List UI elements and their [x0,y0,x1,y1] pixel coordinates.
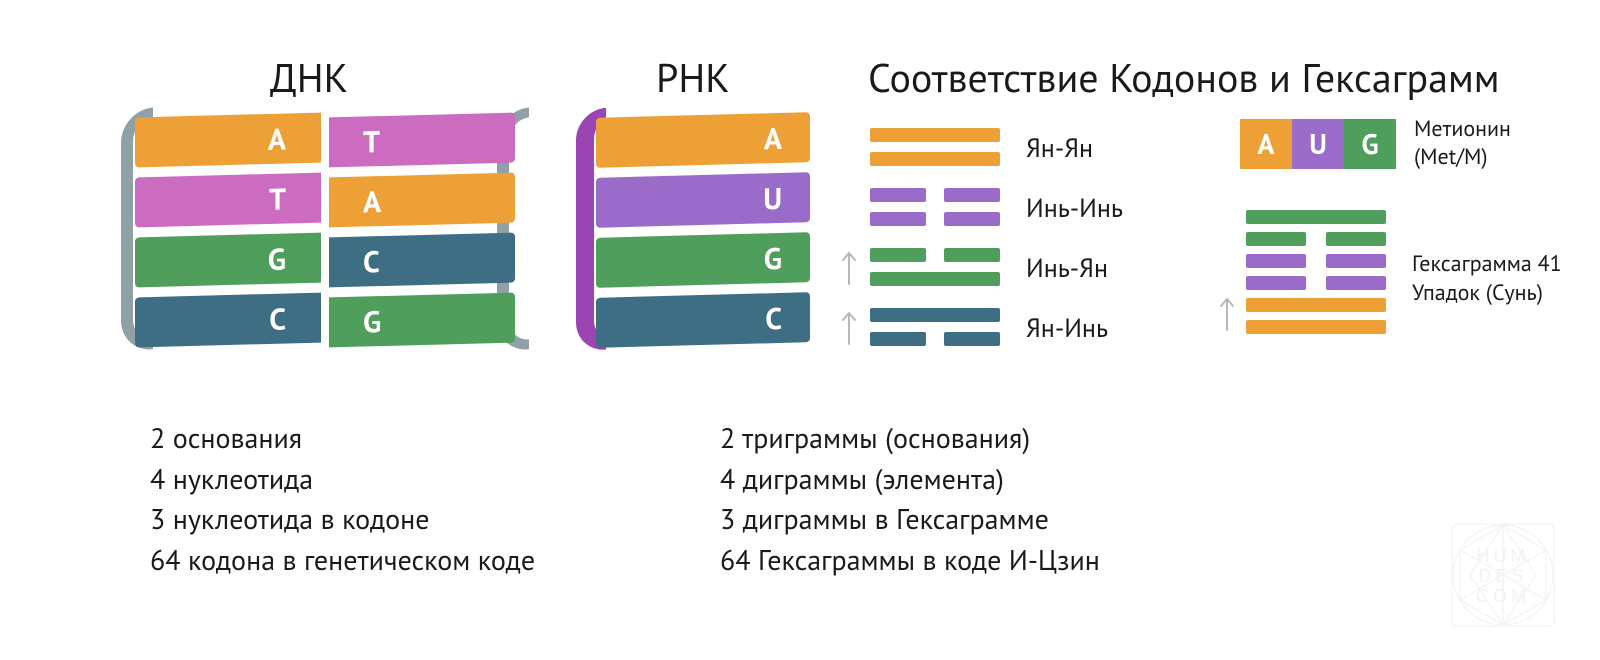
title-dna: ДНК [270,52,348,104]
dna-rows: ATTAGCCG [135,115,515,345]
digram-row: Ян-Инь [870,298,1200,358]
rna-cell: C [596,292,810,348]
title-rna: РНК [656,52,730,104]
list-item: 4 нуклеотида [150,459,535,500]
title-mapping: Соответствие Кодонов и Гексаграмм [868,52,1500,104]
watermark-line1: HUM [1477,546,1530,566]
list-item: 4 диграммы (элемента) [720,459,1100,500]
list-left: 2 основания4 нуклеотида3 нуклеотида в ко… [150,418,535,580]
dna-row: TA [135,175,515,225]
dna-cell-left: A [135,113,321,168]
arrow-up-icon [842,310,856,346]
list-item: 64 Гексаграммы в коде И-Цзин [720,540,1100,581]
dna-cell-right: C [329,233,515,288]
dna-row: GC [135,235,515,285]
codon-cell: U [1292,119,1344,169]
codon-sub: (Met/M) [1414,144,1511,172]
digram-label: Инь-Инь [1026,192,1123,225]
list-item: 2 основания [150,418,535,459]
hexagram-label: Гексаграмма 41 Упадок (Сунь) [1412,250,1562,307]
digram-row: Ян-Ян [870,118,1200,178]
list-item: 64 кодона в генетическом коде [150,540,535,581]
digram-label: Ян-Инь [1026,312,1108,345]
list-item: 2 триграммы (основания) [720,418,1100,459]
watermark-logo: HUM DES COM [1438,510,1568,640]
rna-cell: G [596,232,810,288]
dna-cell-left: C [135,293,321,348]
list-item: 3 диграммы в Гексаграмме [720,499,1100,540]
rna-rows: AUGC [590,115,810,345]
list-right: 2 триграммы (основания)4 диграммы (элеме… [720,418,1100,580]
digram-art [870,186,1000,230]
hexagram-block: Гексаграмма 41 Упадок (Сунь) [1246,210,1562,348]
arrow-up-icon [1220,296,1234,332]
arrow-up-icon [842,250,856,286]
codon-cells: AUG [1240,119,1396,169]
rna-cell: U [596,172,810,228]
dna-diagram: ATTAGCCG [135,115,515,345]
list-right-ul: 2 триграммы (основания)4 диграммы (элеме… [720,418,1100,580]
dna-cell-left: G [135,233,321,288]
codon-cell: G [1344,119,1396,169]
rna-cell: A [596,112,810,168]
list-left-ul: 2 основания4 нуклеотида3 нуклеотида в ко… [150,418,535,580]
dna-cell-right: G [329,293,515,348]
digram-art [870,246,1000,290]
codon-block: AUG Метионин (Met/M) [1240,116,1511,171]
watermark-line3: COM [1476,586,1530,606]
hexagram-title: Гексаграмма 41 [1412,250,1562,279]
digram-art [870,306,1000,350]
infographic-stage: ДНК РНК Соответствие Кодонов и Гексаграм… [0,0,1600,660]
codon-text: Метионин (Met/M) [1414,116,1511,171]
dna-row: CG [135,295,515,345]
codon-name: Метионин [1414,116,1511,144]
dna-row: AT [135,115,515,165]
hexagram-subtitle: Упадок (Сунь) [1412,279,1562,308]
digram-row: Инь-Инь [870,178,1200,238]
digram-legend: Ян-Ян Инь-Инь Инь-Ян Ян-Инь [870,118,1200,358]
codon-cell: A [1240,119,1292,169]
digram-art [870,126,1000,170]
digram-label: Инь-Ян [1026,252,1108,285]
list-item: 3 нуклеотида в кодоне [150,499,535,540]
rna-diagram: AUGC [590,115,810,345]
digram-row: Инь-Ян [870,238,1200,298]
hexagram-art [1246,210,1386,348]
dna-cell-right: T [329,113,515,168]
digram-label: Ян-Ян [1026,132,1093,165]
watermark-line2: DES [1478,566,1527,586]
dna-cell-left: T [135,173,321,228]
dna-cell-right: A [329,173,515,228]
